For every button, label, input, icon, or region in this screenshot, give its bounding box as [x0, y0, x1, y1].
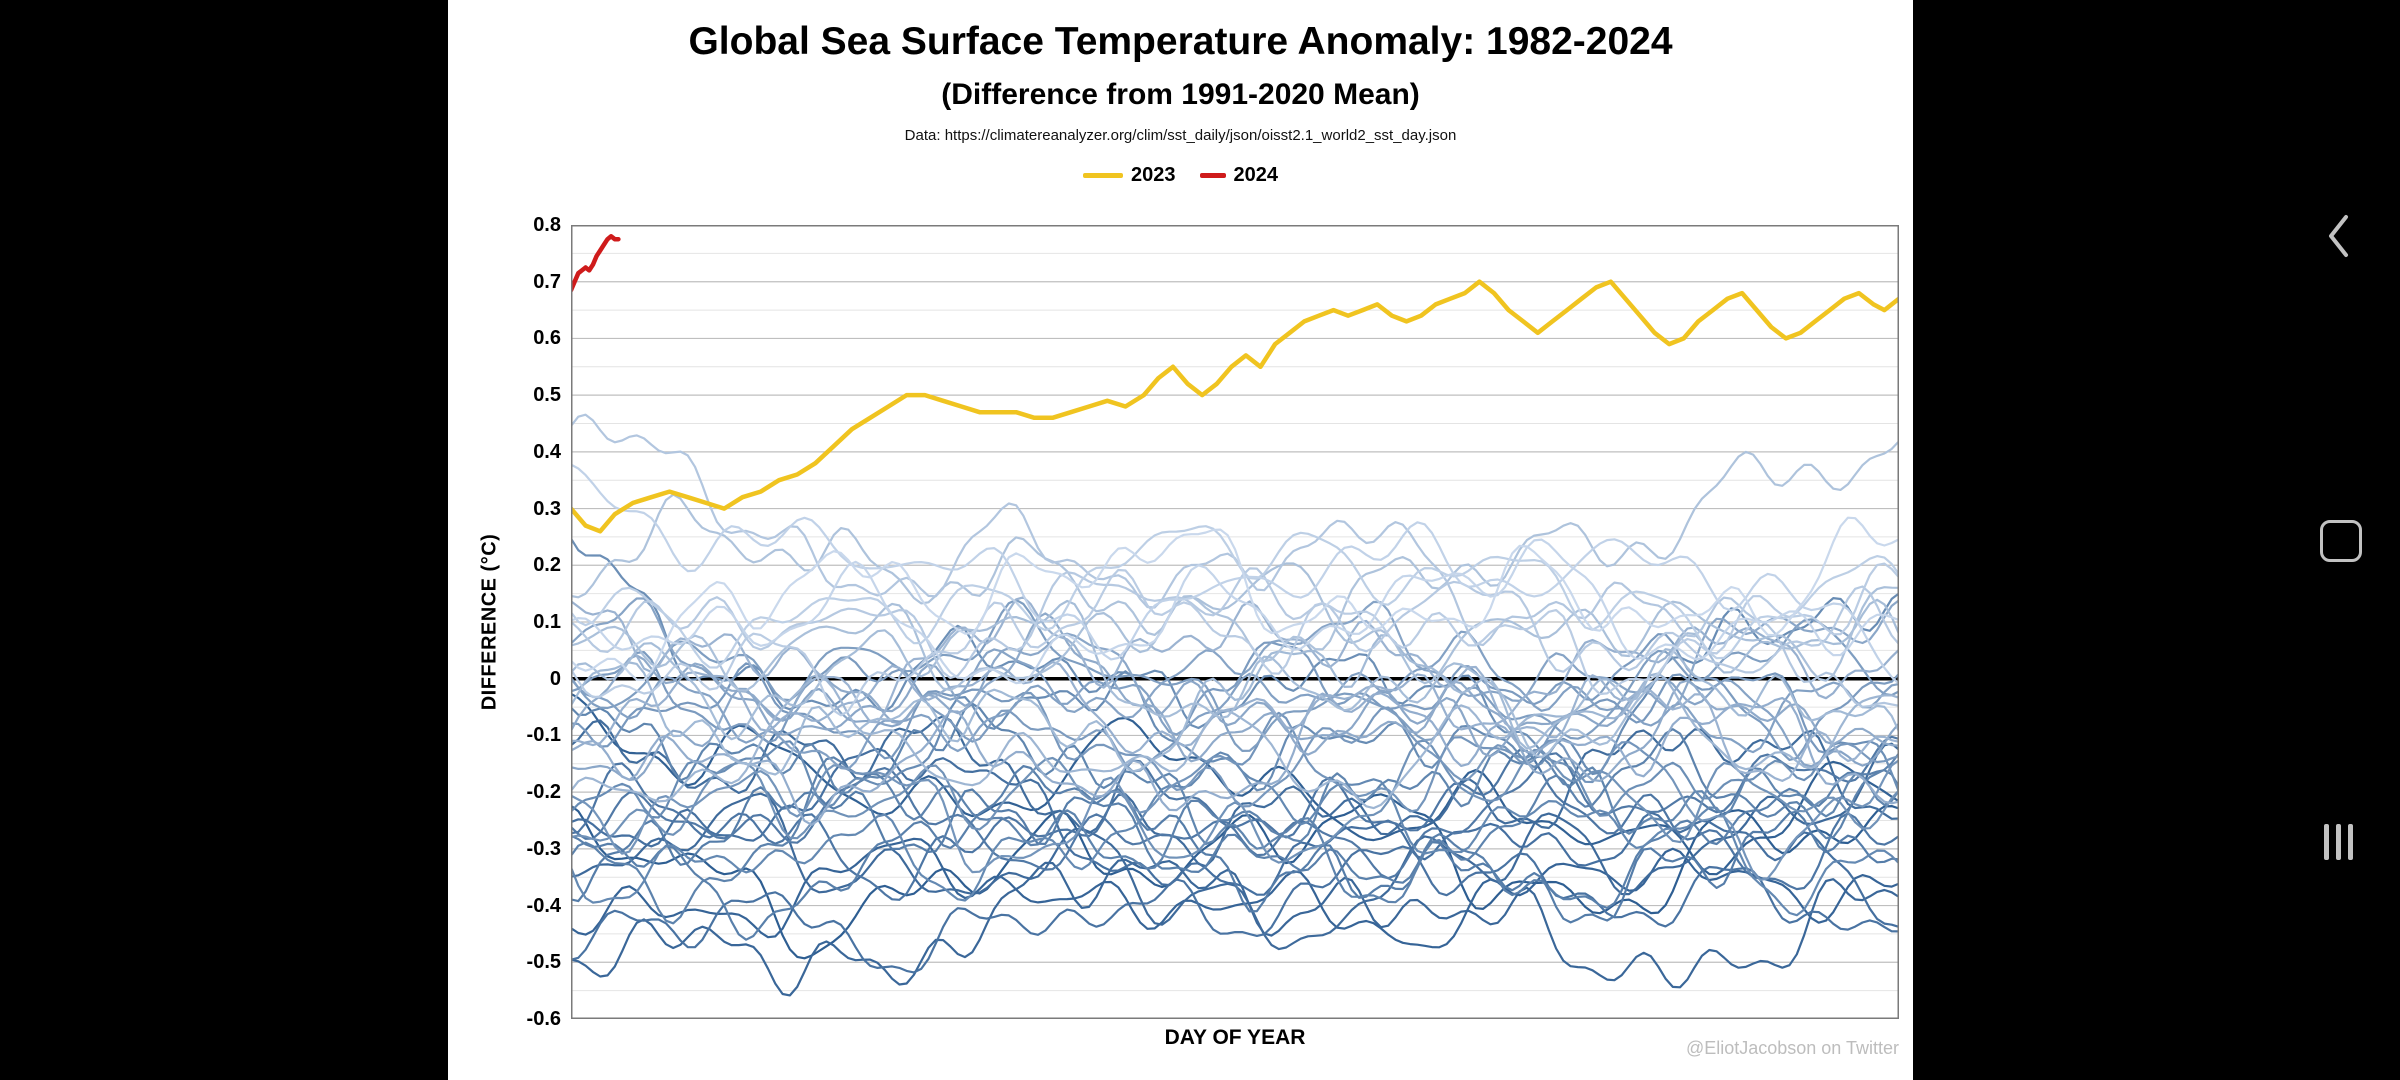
nav-back-icon[interactable]	[2325, 212, 2351, 265]
plot-area	[568, 224, 1902, 1020]
legend-item-2024: 2024	[1199, 164, 1279, 187]
y-tick-label: 0.8	[533, 214, 561, 236]
y-tick-label: -0.4	[526, 894, 561, 917]
chart-title: Global Sea Surface Temperature Anomaly: …	[688, 20, 1673, 63]
y-tick-label: 0.5	[533, 384, 561, 407]
y-axis-title: DIFFERENCE (°C)	[478, 533, 501, 711]
chart-subtitle: (Difference from 1991-2020 Mean)	[941, 78, 1420, 111]
y-tick-label: -0.6	[526, 1008, 561, 1030]
chart-panel: Global Sea Surface Temperature Anomaly: …	[448, 0, 1913, 1080]
y-tick-label: -0.1	[526, 724, 561, 747]
y-tick-label: 0.1	[533, 611, 561, 633]
y-tick-label: 0.7	[533, 270, 561, 293]
legend-item-2023: 2023	[1083, 164, 1176, 187]
y-tick-label: -0.2	[526, 781, 561, 804]
data-source-note: Data: https://climatereanalyzer.org/clim…	[904, 127, 1457, 144]
y-tick-label: 0	[549, 667, 561, 690]
x-axis-title: DAY OF YEAR	[1164, 1026, 1306, 1049]
chart-legend: 2023 2024	[448, 164, 1913, 187]
legend-line-swatch-2023	[1083, 173, 1123, 178]
y-tick-label: 0.4	[533, 440, 561, 463]
nav-recents-icon[interactable]	[2324, 824, 2353, 860]
legend-label-2024: 2024	[1233, 164, 1279, 186]
y-tick-label: 0.6	[533, 327, 561, 350]
legend-line-swatch-2024	[1199, 173, 1226, 178]
y-tick-label: -0.3	[526, 837, 561, 860]
legend-label-2023: 2023	[1131, 164, 1176, 186]
y-tick-label: 0.3	[533, 497, 561, 520]
y-tick-label: 0.2	[533, 554, 561, 577]
watermark-credit: @EliotJacobson on Twitter	[1685, 1038, 1899, 1058]
y-tick-label: -0.5	[526, 951, 561, 974]
nav-home-icon[interactable]	[2320, 520, 2362, 562]
